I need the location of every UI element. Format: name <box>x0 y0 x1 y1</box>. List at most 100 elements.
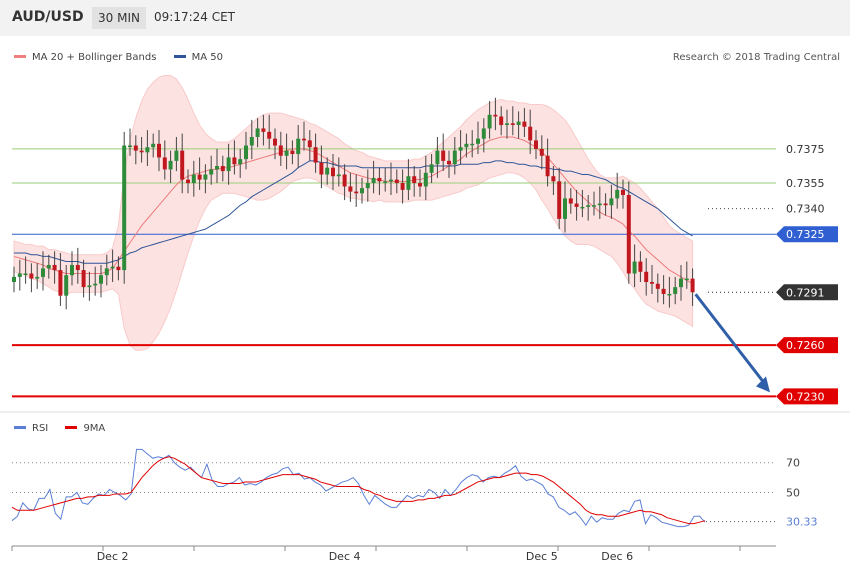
candle <box>110 249 115 283</box>
moving-averages-layer <box>13 136 693 285</box>
candle-body <box>302 138 306 141</box>
candle-body <box>423 172 428 187</box>
candle-body <box>609 198 614 206</box>
candle-body <box>470 143 475 146</box>
candle-body <box>441 150 446 161</box>
candle <box>331 154 335 190</box>
candle-body <box>342 174 347 187</box>
candle-body <box>336 174 341 177</box>
candle-body <box>273 138 277 146</box>
candle <box>133 135 138 165</box>
candle-body <box>522 121 527 127</box>
candle-body <box>290 150 295 155</box>
timeframe-button[interactable]: 30 MIN <box>92 7 146 29</box>
candle <box>360 177 364 204</box>
candle <box>655 273 660 303</box>
candle-body <box>52 264 57 271</box>
candle <box>17 259 22 291</box>
candle-body <box>586 205 591 207</box>
candle-body <box>499 116 504 126</box>
rsi-tick-50: 50 <box>786 486 800 499</box>
candle-body <box>626 194 631 274</box>
rsi-panel: 70 50 30.33 <box>0 411 850 529</box>
candle-body <box>81 270 86 288</box>
candle <box>621 179 625 209</box>
candle-body <box>371 177 376 184</box>
candle <box>139 136 144 163</box>
candle <box>23 256 28 284</box>
candle <box>52 251 57 284</box>
legend-label-rsi: RSI <box>32 423 49 434</box>
candle-body <box>597 203 602 206</box>
candle-body <box>12 276 16 283</box>
candle <box>104 254 109 286</box>
candle <box>597 186 602 219</box>
candle-body <box>655 283 660 289</box>
candle <box>267 114 272 149</box>
candle-body <box>551 176 556 182</box>
candle <box>290 140 295 165</box>
candle-body <box>603 203 608 206</box>
candle <box>174 136 179 172</box>
legend-label-ma20: MA 20 + Bollinger Bands <box>32 52 157 63</box>
candle <box>586 194 591 221</box>
candle <box>122 131 127 284</box>
candle-body <box>464 143 469 148</box>
candle <box>325 157 330 185</box>
candle-body <box>690 278 695 293</box>
candle <box>487 101 492 139</box>
candle <box>365 169 370 202</box>
candle <box>534 130 538 160</box>
candle <box>377 167 382 195</box>
candle <box>615 172 620 209</box>
chart-header: AUD/USD 30 MIN 09:17:24 CET <box>0 0 850 36</box>
candle <box>354 174 359 207</box>
candle <box>186 169 190 194</box>
candle-body <box>638 261 643 272</box>
candle <box>429 154 434 184</box>
candle-body <box>615 189 620 199</box>
candle <box>516 111 521 139</box>
candle-body <box>505 123 509 126</box>
candle-body <box>400 183 405 190</box>
candle-body <box>93 283 98 286</box>
candle-body <box>383 181 388 183</box>
candle-body <box>661 288 666 294</box>
rsi-last-value: 30.33 <box>786 516 818 529</box>
candle <box>35 263 40 289</box>
candle <box>412 165 417 197</box>
candle <box>389 162 393 195</box>
candle <box>470 130 475 158</box>
candle <box>435 136 440 178</box>
candle <box>418 169 422 197</box>
candle-body <box>365 183 370 189</box>
candle <box>505 109 509 139</box>
price-label-text: 0.7325 <box>786 228 825 241</box>
candle <box>180 133 185 194</box>
candle-body <box>545 155 550 177</box>
candle-body <box>354 191 359 194</box>
candle <box>632 244 637 288</box>
candle-body <box>133 145 138 151</box>
price-label-text: 0.7355 <box>786 177 825 190</box>
candle-body <box>673 287 678 294</box>
candle-body <box>487 114 492 129</box>
candle-body <box>348 186 353 192</box>
candle-body <box>122 145 127 271</box>
candle <box>12 266 16 293</box>
candle-body <box>168 160 173 170</box>
candle <box>168 150 173 184</box>
candle-body <box>226 157 231 172</box>
candle <box>81 259 86 298</box>
candle <box>609 184 614 219</box>
candle-body <box>255 128 260 137</box>
candle-body <box>493 114 498 117</box>
candle-body <box>244 145 248 160</box>
candle-body <box>528 126 533 141</box>
candle-body <box>151 143 156 148</box>
candle <box>151 133 156 158</box>
price-label-0.7340: 0.7340 <box>786 203 825 216</box>
level-lines-layer <box>12 148 776 398</box>
candle-body <box>394 179 399 184</box>
